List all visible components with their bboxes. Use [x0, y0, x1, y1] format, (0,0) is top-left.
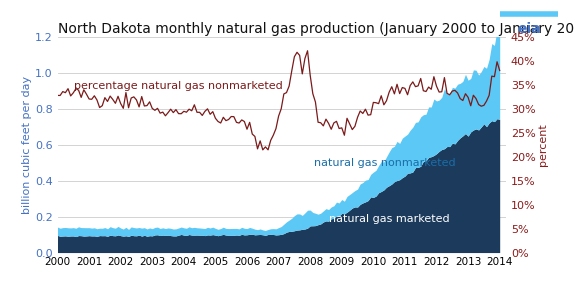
Text: eia: eia — [517, 22, 541, 36]
Y-axis label: billion cubic feet per day: billion cubic feet per day — [22, 76, 32, 214]
Text: North Dakota monthly natural gas production (January 2000 to January 2014): North Dakota monthly natural gas product… — [58, 22, 575, 36]
Y-axis label: percent: percent — [538, 124, 549, 166]
Text: natural gas nonmarketed: natural gas nonmarketed — [314, 158, 456, 168]
Text: percentage natural gas nonmarketed: percentage natural gas nonmarketed — [74, 81, 283, 91]
Text: natural gas marketed: natural gas marketed — [329, 214, 450, 224]
